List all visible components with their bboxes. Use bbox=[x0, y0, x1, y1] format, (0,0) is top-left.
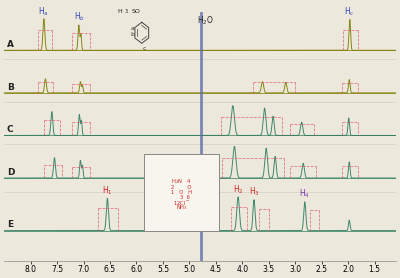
Text: b: b bbox=[131, 32, 135, 37]
Text: C: C bbox=[7, 125, 14, 134]
FancyBboxPatch shape bbox=[144, 154, 219, 231]
Text: H$_3$: H$_3$ bbox=[248, 185, 260, 198]
Text: H$_b$: H$_b$ bbox=[74, 11, 85, 23]
Text: H$_c$: H$_c$ bbox=[344, 5, 355, 18]
Text: 12Cl$^-$: 12Cl$^-$ bbox=[173, 199, 190, 207]
Text: c: c bbox=[142, 46, 146, 51]
Text: H$_2$: H$_2$ bbox=[233, 183, 244, 196]
Text: H$_1$: H$_1$ bbox=[102, 185, 113, 197]
Text: A: A bbox=[7, 40, 14, 49]
Text: 1   O   H: 1 O H bbox=[171, 190, 192, 195]
Text: D: D bbox=[7, 168, 14, 177]
Text: H$_2$O: H$_2$O bbox=[197, 14, 214, 26]
Text: 2        O: 2 O bbox=[171, 185, 192, 190]
Text: 3  6: 3 6 bbox=[172, 195, 190, 200]
Text: SO: SO bbox=[132, 9, 141, 14]
Text: H: H bbox=[117, 9, 122, 14]
Text: H$_a$: H$_a$ bbox=[38, 5, 49, 18]
Text: NH$_3$: NH$_3$ bbox=[176, 203, 188, 212]
Text: B: B bbox=[7, 83, 14, 92]
Text: 3: 3 bbox=[124, 9, 128, 14]
Text: a: a bbox=[131, 26, 134, 31]
Text: H$_2$N   4: H$_2$N 4 bbox=[171, 177, 192, 186]
Text: E: E bbox=[7, 220, 13, 229]
Text: H$_4$: H$_4$ bbox=[299, 188, 310, 200]
